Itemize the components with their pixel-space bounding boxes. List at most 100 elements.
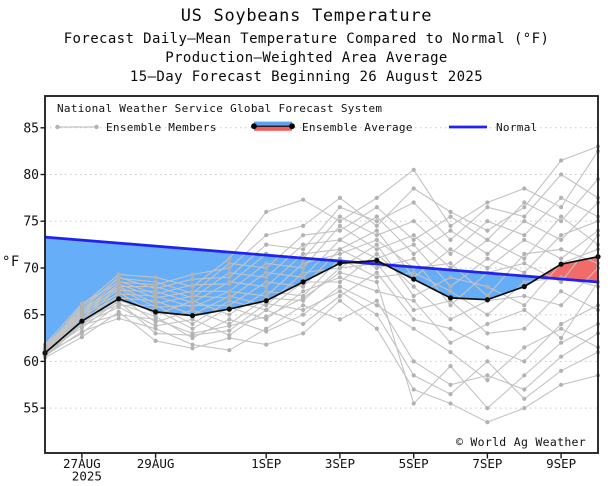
ensemble-member-dot bbox=[264, 261, 269, 266]
ensemble-member-dot bbox=[301, 197, 306, 202]
ensemble-member-dot bbox=[153, 323, 158, 328]
y-tick-label: 80 bbox=[23, 168, 39, 183]
ensemble-member-dot bbox=[264, 289, 269, 294]
ensemble-member-dot bbox=[448, 382, 453, 387]
ensemble-member-dot bbox=[264, 265, 269, 271]
legend-source-text: National Weather Service Global Forecast… bbox=[57, 102, 382, 115]
ensemble-member-dot bbox=[485, 205, 490, 210]
ensemble-member-dot bbox=[190, 317, 195, 322]
ensemble-member-dot bbox=[411, 373, 416, 378]
ensemble-member-dot bbox=[153, 275, 158, 280]
ensemble-member-dot bbox=[485, 321, 490, 327]
ensemble-member-dot bbox=[337, 195, 342, 200]
ensemble-member-dot bbox=[337, 237, 342, 242]
plot-border bbox=[40, 95, 599, 459]
ensemble-member-dot bbox=[190, 272, 195, 277]
legend-average-swatch-red bbox=[254, 126, 292, 131]
ensemble-average-dot bbox=[484, 297, 490, 303]
ensemble-member-dot bbox=[337, 284, 342, 289]
ensemble-member-dot bbox=[337, 214, 342, 219]
ensemble-member-dot bbox=[522, 200, 527, 205]
ensemble-member-dot bbox=[374, 279, 379, 285]
ensemble-member-dot bbox=[485, 219, 490, 224]
ensemble-member-dot bbox=[79, 301, 84, 306]
ensemble-member-dot bbox=[374, 270, 379, 275]
ensemble-member-dot bbox=[448, 284, 453, 289]
ensemble-member-dot bbox=[301, 251, 306, 256]
ensemble-member-dot bbox=[559, 205, 564, 210]
ensemble-member-dot bbox=[337, 298, 342, 303]
ensemble-member-dot bbox=[374, 247, 379, 252]
ensemble-member-dot bbox=[374, 312, 379, 317]
ensemble-member-dot bbox=[374, 289, 379, 294]
ensemble-member-dot bbox=[301, 295, 306, 300]
ensemble-average-dot bbox=[374, 257, 380, 264]
below-normal-fill bbox=[385, 264, 540, 300]
ensemble-member-dot bbox=[448, 401, 453, 406]
ensemble-member-dot bbox=[522, 233, 527, 238]
ensemble-member-dot bbox=[485, 200, 490, 205]
ensemble-member-dot bbox=[374, 233, 379, 238]
below-normal-fill bbox=[45, 237, 355, 353]
x-tick-label: 5SEP bbox=[399, 456, 429, 471]
ensemble-member-dot bbox=[190, 333, 195, 338]
ensemble-member-dot bbox=[448, 223, 453, 228]
ensemble-member-dot bbox=[485, 256, 490, 261]
ensemble-member-dot bbox=[522, 373, 527, 378]
ensemble-average-dot bbox=[153, 309, 159, 315]
ensemble-member-dot bbox=[485, 378, 490, 383]
above-normal-fill bbox=[539, 256, 598, 282]
ensemble-member-dot bbox=[301, 321, 306, 327]
ensemble-member-dot bbox=[559, 237, 564, 242]
ensemble-member-dot bbox=[448, 364, 453, 369]
ensemble-member-dot bbox=[559, 256, 564, 261]
ensemble-member-dot bbox=[448, 340, 453, 345]
ensemble-member-dot bbox=[485, 345, 490, 350]
ensemble-member-dot bbox=[116, 279, 121, 285]
ensemble-member-dot bbox=[264, 209, 269, 214]
ensemble-member-dot bbox=[190, 342, 195, 347]
ensemble-member-line bbox=[44, 290, 599, 400]
ensemble-member-dot bbox=[448, 209, 453, 214]
ensemble-member-dot bbox=[227, 317, 232, 322]
ensemble-member-dot bbox=[374, 195, 379, 200]
ensemble-member-dot bbox=[374, 303, 379, 308]
ensemble-member-dot bbox=[227, 295, 232, 300]
ensemble-member-dot bbox=[522, 219, 527, 224]
ensemble-member-dot bbox=[522, 261, 527, 266]
ensemble-member-dot bbox=[559, 321, 564, 327]
ensemble-member-dot bbox=[190, 291, 195, 296]
ensemble-member-dot bbox=[374, 242, 379, 247]
ensemble-member-dot bbox=[227, 333, 232, 338]
legend: National Weather Service Global Forecast… bbox=[55, 102, 537, 134]
ensemble-member-dot bbox=[227, 265, 232, 271]
y-tick-label: 85 bbox=[23, 121, 39, 136]
legend-members-dot bbox=[55, 124, 60, 130]
ensemble-member-dot bbox=[448, 289, 453, 294]
ensemble-member-dot bbox=[374, 205, 379, 210]
ensemble-member-dot bbox=[190, 321, 195, 327]
ensemble-average-dot bbox=[411, 276, 417, 282]
ensemble-member-dot bbox=[485, 265, 490, 271]
x-tick-year-label: 2025 bbox=[72, 469, 102, 484]
ensemble-member-dot bbox=[227, 261, 232, 266]
ensemble-member-dot bbox=[485, 312, 490, 317]
ensemble-member-dot bbox=[411, 284, 416, 289]
ensemble-member-dot bbox=[227, 312, 232, 317]
ensemble-member-dot bbox=[190, 305, 195, 310]
normal-line bbox=[44, 235, 599, 284]
ensemble-member-dot bbox=[522, 186, 527, 191]
ensemble-member-dot bbox=[227, 323, 232, 328]
ensemble-member-dot bbox=[337, 275, 342, 280]
ensemble-member-dot bbox=[411, 326, 416, 331]
ensemble-average-dot bbox=[263, 298, 269, 304]
ensemble-member-dot bbox=[448, 317, 453, 322]
ensemble-member-dot bbox=[485, 237, 490, 242]
ensemble-member-dot bbox=[190, 295, 195, 300]
ensemble-member-dot bbox=[411, 270, 416, 275]
ensemble-member-dot bbox=[411, 167, 416, 172]
ensemble-member-dot bbox=[485, 373, 490, 378]
